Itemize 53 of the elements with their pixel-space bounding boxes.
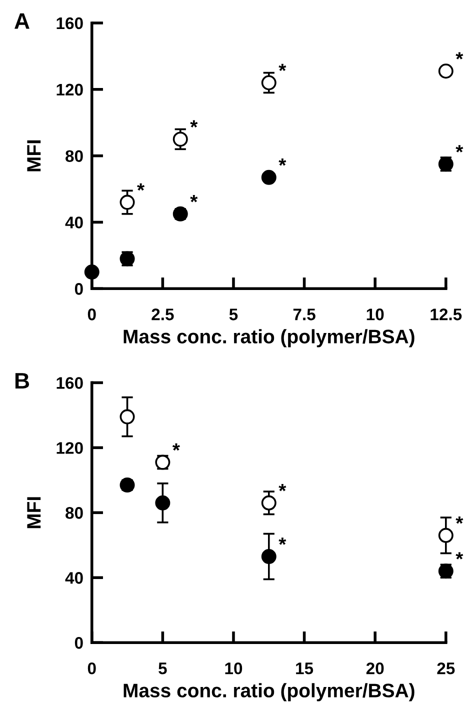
- point: [261, 75, 276, 90]
- y-tick-label: 0: [74, 637, 83, 649]
- x-tick-label: 5: [229, 308, 238, 320]
- annotation: *: [137, 183, 145, 191]
- annotation: *: [278, 538, 286, 545]
- x-tick-label: 12.5: [430, 308, 462, 320]
- annotation: *: [456, 552, 464, 560]
- y-tick-label: 40: [65, 572, 83, 584]
- x-tick-label: 5: [158, 662, 167, 674]
- annotation: *: [190, 194, 198, 202]
- point: [172, 206, 188, 222]
- point: [261, 495, 276, 510]
- annotation: *: [456, 145, 464, 152]
- annotation: *: [278, 484, 286, 492]
- x-tick-label: 10: [366, 308, 384, 320]
- annotation: *: [278, 158, 286, 166]
- annotation: *: [190, 120, 198, 128]
- chart-title: B: [15, 373, 30, 388]
- annotation: *: [456, 516, 464, 524]
- y-tick-label: 120: [56, 442, 83, 454]
- y-tick-label: 120: [56, 84, 83, 96]
- y-tick-label: 160: [56, 377, 83, 389]
- x-axis-title: Mass conc. ratio (polymer/BSA): [124, 329, 414, 348]
- y-tick-label: 80: [66, 150, 83, 162]
- point: [120, 409, 135, 424]
- point: [155, 495, 170, 510]
- y-tick-label: 0: [74, 283, 83, 295]
- y-tick-label: 40: [65, 216, 83, 228]
- x-tick-label: 15: [296, 662, 314, 674]
- x-tick-label: 7.5: [293, 308, 316, 320]
- x-tick-label: 2.5: [152, 308, 174, 320]
- chart-title: A: [14, 13, 30, 29]
- point: [120, 194, 135, 210]
- x-tick-label: 10: [225, 662, 242, 674]
- point: [84, 264, 100, 280]
- point: [438, 528, 454, 543]
- point: [261, 549, 276, 564]
- annotation: *: [456, 52, 464, 60]
- point: [261, 170, 276, 185]
- annotation: *: [278, 64, 286, 72]
- y-axis-title: MFI: [27, 140, 41, 172]
- x-tick-label: 0: [88, 308, 96, 320]
- y-tick-label: 160: [56, 17, 83, 30]
- x-axis-title: Mass conc. ratio (polymer/BSA): [124, 683, 414, 702]
- point: [120, 478, 135, 493]
- x-tick-label: 20: [366, 662, 384, 674]
- point: [172, 132, 188, 147]
- x-tick-label: 0: [88, 662, 96, 674]
- x-tick-label: 25: [437, 662, 455, 674]
- point: [438, 64, 454, 79]
- y-tick-label: 80: [66, 507, 83, 519]
- annotation: *: [172, 443, 180, 451]
- y-axis-title: MFI: [27, 497, 41, 528]
